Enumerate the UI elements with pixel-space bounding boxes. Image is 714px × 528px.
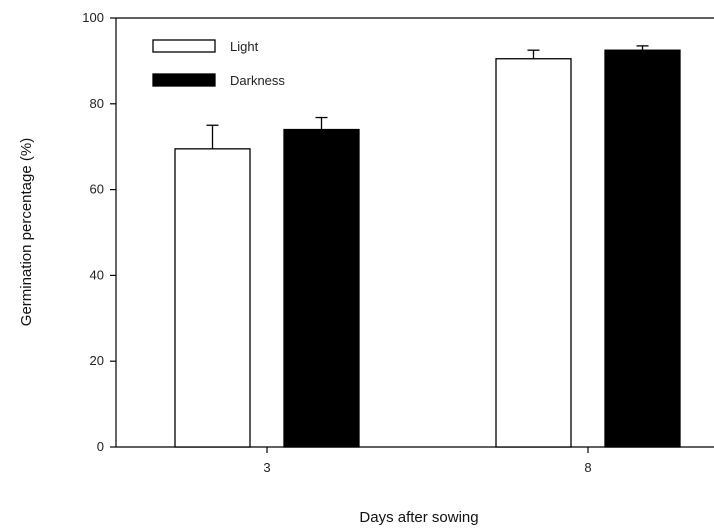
x-axis-title: Days after sowing <box>359 509 478 526</box>
y-tick-label: 20 <box>90 353 104 368</box>
bar-darkness-3 <box>283 128 360 448</box>
x-tick-label: 8 <box>584 460 591 475</box>
legend-swatch-darkness <box>152 73 216 87</box>
legend-label-light: Light <box>230 39 259 54</box>
y-tick-label: 100 <box>82 10 104 25</box>
y-axis-title: Germination percentage (%) <box>18 138 35 326</box>
bars-group <box>174 49 681 448</box>
y-tick-label: 60 <box>90 182 104 197</box>
bar-light-8 <box>495 58 572 448</box>
bar-light-3 <box>174 148 251 448</box>
y-tick-label: 40 <box>90 267 104 282</box>
x-tick-label: 3 <box>263 460 270 475</box>
y-tick-label: 80 <box>90 96 104 111</box>
legend: Light Darkness <box>152 39 285 88</box>
bar-darkness-8 <box>604 49 681 448</box>
legend-swatch-light <box>152 39 216 53</box>
error-bars-group <box>206 45 649 149</box>
y-ticks: 0 20 40 60 80 100 <box>82 10 116 454</box>
legend-label-darkness: Darkness <box>230 73 285 88</box>
y-tick-label: 0 <box>97 439 104 454</box>
